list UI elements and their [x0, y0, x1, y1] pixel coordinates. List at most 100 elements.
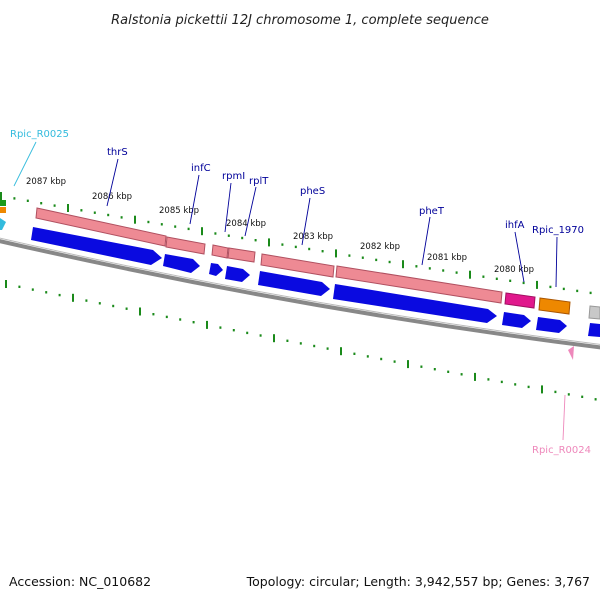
kbp-scale: 2087 kbp 2086 kbp 2085 kbp 2084 kbp 2083…: [26, 177, 534, 275]
rpmI-feature-bar: [211, 244, 229, 259]
chromosome-backbone-highlight: [0, 237, 600, 345]
tick-mark: [536, 280, 538, 289]
tick-mark: [72, 293, 74, 302]
tick-mark: [433, 368, 436, 371]
thrS-leader: [106, 158, 119, 207]
tick-mark: [187, 227, 190, 231]
tick-mark: [18, 285, 21, 288]
tick-mark: [541, 385, 543, 394]
rpic-r0024-marker: [568, 346, 574, 360]
edge-cds-arrow: [588, 323, 600, 337]
tick-mark: [125, 307, 128, 310]
gene-label-rpmI: rpmI: [222, 171, 245, 182]
infC-leader: [189, 174, 200, 225]
tick-mark: [165, 315, 168, 319]
edge-feature-orange: [0, 207, 6, 213]
tick-mark: [482, 275, 485, 278]
tick-mark: [576, 289, 579, 293]
tick-row-top: [0, 192, 592, 295]
rpic-r0024-leader: [562, 394, 566, 441]
kbp-label: 2086 kbp: [92, 192, 132, 202]
rplT-cds-arrow: [225, 266, 250, 282]
tick-mark: [294, 245, 297, 249]
tick-mark: [107, 213, 110, 217]
rpic-r0025-marker: [0, 218, 6, 230]
gene-label-leaders: [106, 158, 558, 288]
tick-mark: [442, 269, 445, 272]
gene-label-infC: infC: [191, 163, 211, 174]
tick-row-bottom: [5, 280, 597, 401]
tick-mark: [407, 360, 409, 369]
pheT-feature-bar: [335, 265, 503, 304]
tick-mark: [152, 313, 155, 316]
tick-mark: [522, 281, 525, 285]
tick-mark: [495, 277, 498, 280]
gene-labels: thrS infC rpmI rplT pheS pheT ihfA Rpic_…: [107, 147, 584, 236]
chromosome-backbone: [0, 239, 600, 350]
tick-mark: [299, 342, 302, 345]
tick-mark: [562, 287, 565, 291]
rpic-r0025-leader: [13, 141, 37, 187]
tick-mark: [326, 347, 329, 350]
kbp-label: 2080 kbp: [494, 265, 534, 275]
tick-mark: [201, 227, 203, 236]
tick-mark: [474, 372, 476, 381]
tick-mark: [509, 279, 512, 282]
tick-mark: [581, 395, 584, 398]
tick-mark: [254, 239, 257, 242]
rpic1970-leader: [555, 236, 558, 288]
tick-mark: [40, 202, 43, 205]
tick-mark: [335, 249, 337, 258]
tick-mark: [0, 192, 2, 200]
tick-mark: [93, 211, 96, 214]
tick-mark: [26, 199, 29, 202]
accession-text: Accession: NC_010682: [9, 574, 151, 589]
tick-mark: [160, 223, 163, 226]
tick-mark: [321, 250, 324, 253]
tick-mark: [227, 234, 230, 237]
tick-mark: [206, 320, 208, 329]
rna-track: [35, 207, 600, 320]
tick-mark: [13, 197, 16, 200]
tick-mark: [353, 352, 356, 355]
kbp-label: 2083 kbp: [293, 232, 333, 242]
infC-cds-arrow: [163, 254, 200, 273]
ihfA-feature-bar: [504, 292, 536, 309]
gene-label-ihfA: ihfA: [505, 220, 525, 231]
tick-mark: [112, 304, 115, 308]
tick-mark: [259, 334, 262, 337]
tick-mark: [375, 258, 378, 262]
edge-feature-gray: [588, 305, 600, 320]
rplT-leader: [244, 186, 257, 237]
rpic1970-cds-arrow: [536, 317, 567, 333]
tick-mark: [554, 390, 557, 394]
tick-mark: [366, 355, 369, 358]
tick-mark: [393, 360, 396, 363]
thrS-cds-arrow: [31, 227, 162, 265]
kbp-label: 2084 kbp: [226, 219, 266, 229]
genome-summary-text: Topology: circular; Length: 3,942,557 bp…: [246, 574, 590, 589]
pheS-leader: [301, 197, 311, 246]
tick-mark: [589, 291, 592, 295]
tick-mark: [281, 243, 284, 246]
map-title: Ralstonia pickettii 12J chromosome 1, co…: [111, 13, 489, 28]
tick-mark: [53, 204, 56, 207]
gene-label-pheT: pheT: [419, 206, 445, 217]
rpmI-cds-arrow: [209, 263, 223, 276]
tick-mark: [80, 209, 83, 212]
ihfA-leader: [514, 231, 525, 283]
tick-mark: [98, 302, 101, 305]
tick-mark: [134, 215, 136, 224]
rpic1970-feature-bar: [538, 297, 571, 315]
gene-label-pheS: pheS: [300, 186, 325, 197]
tick-mark: [273, 334, 275, 343]
cds-track: [31, 227, 600, 337]
infC-feature-bar: [165, 236, 206, 255]
tick-mark: [58, 293, 61, 297]
rpmI-leader: [224, 182, 232, 233]
tick-mark: [527, 385, 530, 389]
tick-mark: [514, 383, 517, 386]
tick-mark: [380, 357, 383, 361]
tick-mark: [500, 380, 503, 384]
tick-mark: [340, 347, 342, 356]
